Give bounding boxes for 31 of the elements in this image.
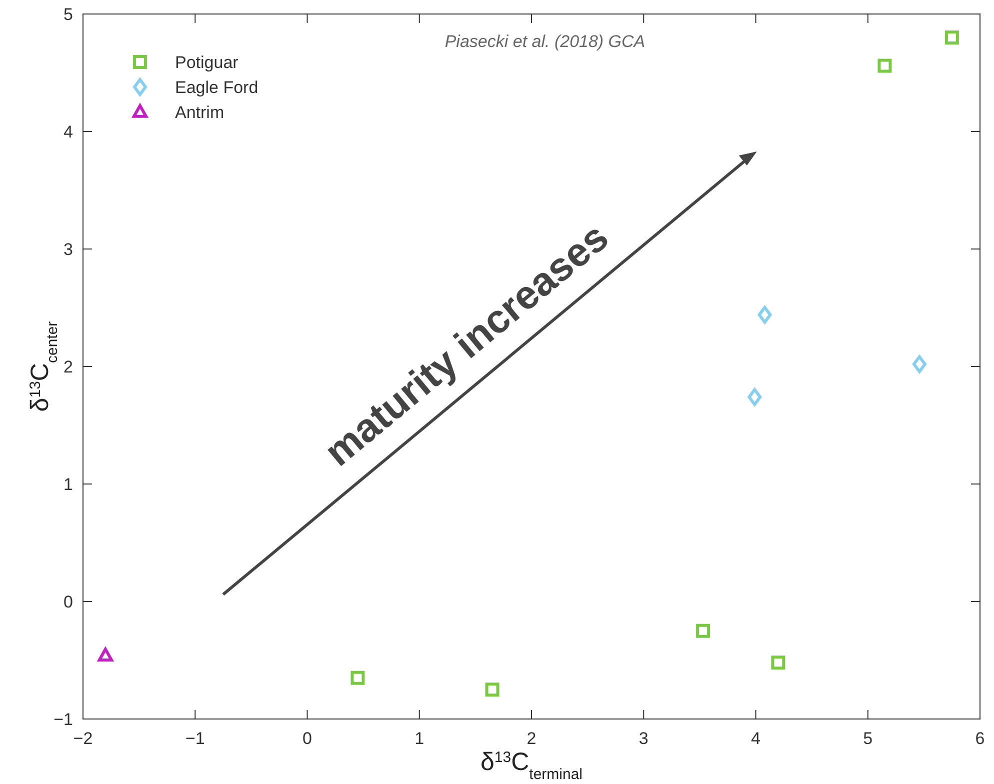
y-tick-label: 5 (64, 5, 73, 24)
point (98, 648, 113, 662)
point (758, 306, 772, 324)
x-tick-label: 0 (302, 729, 312, 748)
x-tick-label: 5 (863, 729, 873, 748)
legend-label: Antrim (175, 103, 224, 122)
x-axis-title: δ$^{13}$C$_{terminal}$ (480, 748, 583, 782)
y-tick-label: 2 (64, 358, 73, 376)
point (944, 30, 959, 44)
legend-label: Potiguar (175, 53, 239, 72)
point (771, 656, 786, 670)
y-tick-label: −1 (54, 710, 73, 729)
x-tick-label: 4 (751, 729, 760, 748)
point (485, 682, 500, 697)
point (748, 388, 762, 406)
y-tick-label: 3 (64, 240, 73, 259)
x-tick-label: 1 (414, 729, 424, 748)
y-tick-label: 4 (64, 122, 73, 142)
y-tick-label: 0 (64, 592, 73, 612)
x-tick-label: 2 (526, 729, 536, 748)
legend-label: Eagle Ford (175, 78, 258, 97)
point (350, 670, 365, 685)
x-tick-label: 3 (638, 729, 648, 748)
x-tick-label: −2 (73, 729, 93, 748)
x-tick-label: −1 (185, 729, 205, 748)
y-tick-label: 1 (64, 475, 73, 494)
point (878, 58, 892, 73)
annotation: Piasecki et al. (2018) GCA (444, 32, 646, 51)
x-tick-label: 6 (975, 729, 985, 748)
point (696, 624, 710, 638)
point (912, 355, 926, 374)
